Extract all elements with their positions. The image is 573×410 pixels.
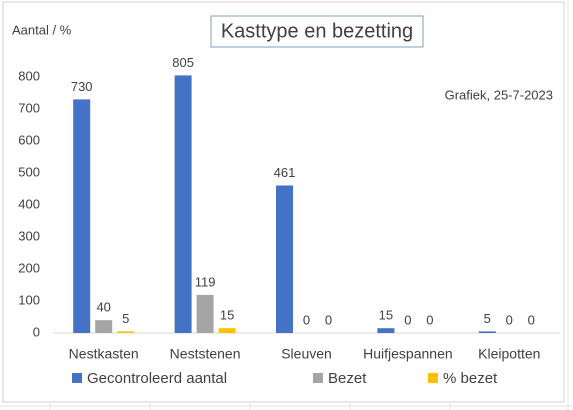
data-label: 0 (506, 312, 513, 327)
title-box (210, 15, 424, 48)
bar (73, 99, 91, 334)
legend-label: % bezet (443, 370, 498, 387)
data-label: 5 (484, 311, 491, 326)
data-label: 5 (122, 311, 129, 326)
data-label: 40 (96, 300, 110, 315)
data-label: 0 (325, 312, 332, 327)
x-tick-label: Kleipotten (478, 346, 540, 362)
bar (174, 75, 192, 334)
data-label: 119 (195, 274, 216, 289)
data-label: 730 (71, 79, 93, 94)
x-tick-label: Nestkasten (69, 346, 139, 362)
x-tick-label: Sleuven (281, 346, 332, 362)
y-tick-label: 500 (18, 164, 40, 179)
bar (95, 320, 113, 333)
data-label: 15 (220, 308, 234, 323)
bar (196, 294, 214, 333)
bar (218, 328, 236, 333)
y-tick-label: 700 (18, 100, 40, 115)
y-tick-label: 200 (18, 260, 40, 275)
chart-title: Kasttype en bezetting (221, 20, 413, 42)
data-label: 0 (404, 312, 411, 327)
x-tick-label: Neststenen (170, 346, 241, 362)
bar (478, 331, 496, 333)
annotation: Grafiek, 25-7-2023 (445, 87, 553, 102)
legend-label: Bezet (328, 370, 367, 387)
y-tick-label: 400 (18, 196, 40, 211)
legend-swatch (72, 373, 82, 383)
y-tick-label: 800 (18, 68, 40, 83)
y-tick-label: 0 (33, 324, 40, 339)
legend-label: Gecontroleerd aantal (87, 370, 227, 387)
data-label: 0 (528, 312, 535, 327)
x-tick-label: Huifjespannen (363, 346, 453, 362)
y-axis-label: Aantal / % (12, 22, 72, 37)
bar (117, 331, 135, 333)
y-tick-label: 100 (18, 292, 40, 307)
data-label: 15 (379, 308, 393, 323)
data-label: 0 (426, 312, 433, 327)
legend-swatch (313, 373, 323, 383)
data-label: 0 (303, 312, 310, 327)
data-label: 805 (172, 55, 194, 70)
bar (276, 185, 293, 333)
y-tick-label: 300 (18, 228, 40, 243)
legend-swatch (428, 373, 438, 383)
bar (377, 328, 395, 333)
data-label: 461 (274, 165, 296, 180)
y-tick-label: 600 (18, 132, 40, 147)
